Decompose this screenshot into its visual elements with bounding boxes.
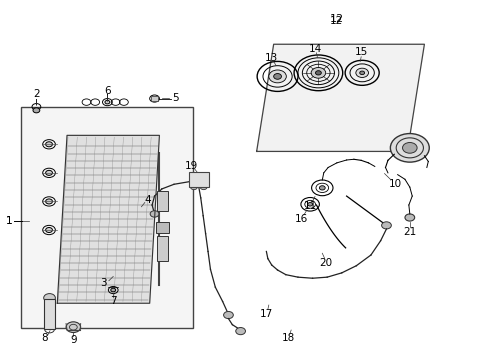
Text: 17: 17: [259, 309, 272, 319]
Bar: [21, 107, 193, 328]
Circle shape: [381, 222, 390, 229]
Polygon shape: [57, 135, 159, 303]
Circle shape: [45, 228, 52, 233]
Circle shape: [404, 214, 414, 221]
Text: 15: 15: [354, 47, 367, 57]
Text: 2: 2: [33, 89, 40, 99]
Circle shape: [43, 294, 55, 302]
Text: 5: 5: [172, 93, 179, 103]
Text: 6: 6: [104, 86, 110, 96]
Text: 4: 4: [143, 195, 150, 204]
Text: 11: 11: [303, 201, 316, 211]
Circle shape: [190, 185, 197, 190]
Text: 7: 7: [110, 296, 116, 306]
Circle shape: [315, 71, 321, 75]
Circle shape: [389, 134, 428, 162]
Bar: [157, 236, 167, 261]
Circle shape: [310, 67, 325, 78]
Text: 19: 19: [184, 161, 197, 171]
Circle shape: [66, 322, 81, 333]
Circle shape: [33, 108, 40, 113]
Circle shape: [319, 186, 325, 190]
Text: 12: 12: [329, 16, 343, 26]
Text: 21: 21: [403, 227, 416, 237]
Circle shape: [355, 68, 368, 77]
Text: 13: 13: [264, 53, 277, 63]
Circle shape: [45, 142, 52, 147]
Text: 14: 14: [308, 44, 321, 54]
Circle shape: [200, 185, 206, 190]
Circle shape: [150, 211, 159, 217]
Bar: [151, 96, 158, 101]
Text: 1: 1: [5, 216, 12, 226]
Circle shape: [111, 288, 116, 292]
Circle shape: [105, 100, 110, 104]
Bar: [156, 222, 168, 233]
Circle shape: [273, 73, 281, 79]
Circle shape: [359, 71, 364, 75]
Text: 12: 12: [329, 14, 343, 23]
Circle shape: [223, 311, 233, 319]
Text: 3: 3: [100, 278, 106, 288]
Text: 10: 10: [388, 179, 401, 189]
Text: 20: 20: [319, 258, 332, 268]
Circle shape: [307, 203, 312, 206]
Circle shape: [235, 328, 245, 335]
Text: 16: 16: [295, 214, 308, 224]
Circle shape: [45, 199, 52, 204]
Text: 9: 9: [70, 335, 77, 345]
Text: 8: 8: [41, 333, 47, 343]
Polygon shape: [256, 44, 424, 152]
Bar: [44, 299, 55, 329]
Text: 18: 18: [281, 333, 294, 343]
Circle shape: [402, 143, 416, 153]
Bar: [157, 191, 167, 211]
Bar: [188, 172, 208, 187]
Circle shape: [158, 228, 165, 233]
Text: 1: 1: [5, 216, 12, 226]
Circle shape: [268, 70, 286, 83]
Circle shape: [45, 170, 52, 175]
